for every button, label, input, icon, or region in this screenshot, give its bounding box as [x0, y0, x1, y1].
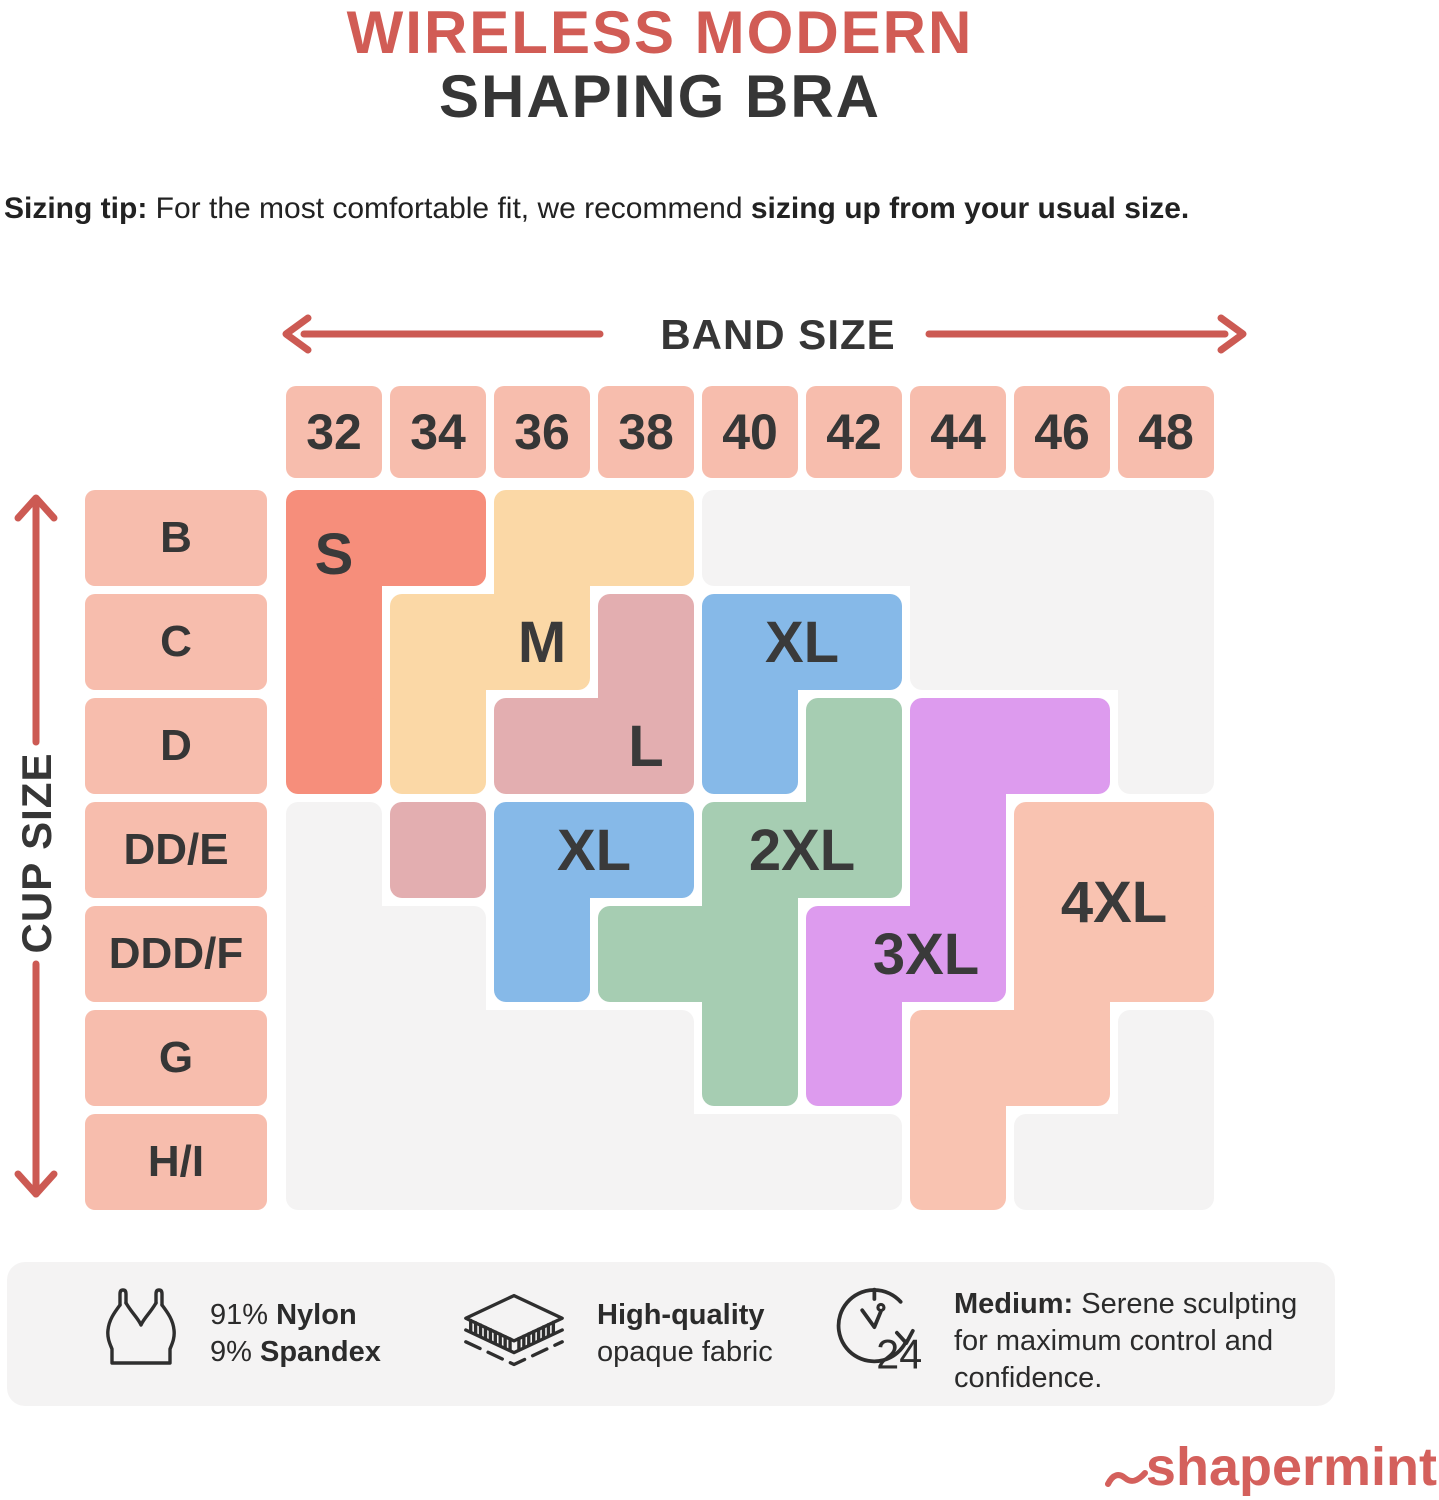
logo-swash-icon [1104, 1470, 1148, 1487]
size-region-2XL [598, 906, 798, 1002]
size-region-4XL [1014, 906, 1214, 1002]
band-size-cell-38: 38 [598, 386, 694, 478]
band-size-cell-44: 44 [910, 386, 1006, 478]
band-size-cell-42: 42 [806, 386, 902, 478]
size-region-S [286, 490, 486, 586]
size-region-2XL [702, 1010, 798, 1106]
empty-region [1014, 1114, 1214, 1210]
empty-region [286, 1114, 902, 1210]
nylon-label: Nylon [276, 1299, 357, 1331]
empty-region [286, 802, 382, 898]
control-level-lead: Medium: [954, 1288, 1074, 1320]
size-region-3XL [806, 1010, 902, 1106]
size-label-M: M [517, 609, 567, 675]
size-region-M [390, 594, 590, 690]
band-size-axis-label: BAND SIZE [660, 311, 896, 358]
size-region-XL [702, 698, 798, 794]
cup-size-cell-C: C [85, 594, 267, 690]
control-level-text: Serene sculpting for maximum control and… [954, 1288, 1298, 1394]
cup-size-arrow-icon [14, 494, 58, 1198]
size-region-XL [702, 594, 902, 690]
features-bar [7, 1262, 1335, 1406]
size-region-3XL [806, 906, 1006, 1002]
fabric-layers-icon [464, 1293, 564, 1367]
empty-region [702, 490, 1214, 586]
size-region-2XL [702, 802, 902, 898]
spandex-pct: 9% [210, 1336, 260, 1368]
empty-region [286, 906, 486, 1002]
cup-size-cell-DDD-F: DDD/F [85, 906, 267, 1002]
size-region-XL [494, 906, 590, 1002]
size-region-S [286, 698, 382, 794]
sizing-tip-tail: sizing up from your usual size. [750, 192, 1190, 225]
band-size-cell-48: 48 [1118, 386, 1214, 478]
product-title-line2: SHAPING BRA [438, 63, 882, 130]
fabric-quality-line1: High-quality [597, 1299, 765, 1331]
band-size-cell-46: 46 [1014, 386, 1110, 478]
sizing-tip-middle: For the most comfortable fit, we recomme… [147, 192, 751, 225]
size-region-4XL [910, 1010, 1110, 1106]
empty-region [910, 594, 1214, 690]
cup-size-cell-D: D [85, 698, 267, 794]
fabric-quality-line2: opaque fabric [597, 1336, 773, 1368]
size-region-4XL [1014, 802, 1214, 898]
band-size-cell-34: 34 [390, 386, 486, 478]
size-region-3XL [910, 698, 1110, 794]
band-size-arrow-left-icon [282, 314, 604, 354]
size-region-M [494, 490, 694, 586]
band-size-cell-36: 36 [494, 386, 590, 478]
brand-logo-text: shapermint [1145, 1437, 1437, 1497]
material-composition: 91% Nylon 9% Spandex [210, 1297, 381, 1371]
size-label-XL: XL [556, 817, 632, 883]
sizing-tip-lead: Sizing tip: [4, 192, 148, 225]
band-size-cell-32: 32 [286, 386, 382, 478]
bra-icon [106, 1288, 176, 1365]
size-region-L [390, 802, 486, 898]
24-hour-clock-icon: 24 [836, 1287, 922, 1374]
size-label-3XL: 3XL [872, 921, 980, 987]
size-region-2XL [806, 698, 902, 794]
size-label-XL: XL [764, 609, 840, 675]
page-title: WIRELESS MODERN SHAPING BRA [0, 0, 1320, 128]
band-size-cell-40: 40 [702, 386, 798, 478]
size-region-XL [494, 802, 694, 898]
size-label-L: L [628, 713, 664, 779]
cup-size-cell-DD-E: DD/E [85, 802, 267, 898]
cup-size-cell-G: G [85, 1010, 267, 1106]
empty-region [1118, 698, 1214, 794]
sizing-tip: Sizing tip: For the most comfortable fit… [4, 192, 1189, 226]
size-label-S: S [314, 521, 354, 587]
cup-size-cell-H-I: H/I [85, 1114, 267, 1210]
band-size-arrow-right-icon [925, 314, 1247, 354]
empty-region [286, 1010, 694, 1106]
size-region-L [494, 698, 694, 794]
size-label-2XL: 2XL [748, 817, 856, 883]
empty-region [1118, 1010, 1214, 1106]
size-region-S [286, 594, 382, 690]
product-title-line1: WIRELESS MODERN [346, 0, 974, 66]
size-region-3XL [910, 802, 1006, 898]
size-region-M [390, 698, 486, 794]
fabric-quality: High-quality opaque fabric [597, 1297, 773, 1371]
control-level: Medium: Serene sculpting for maximum con… [954, 1286, 1299, 1397]
clock-24-label: 24 [876, 1331, 922, 1374]
brand-logo: shapermint [1104, 1437, 1437, 1497]
size-label-4XL: 4XL [1060, 869, 1168, 935]
nylon-pct: 91% [210, 1299, 277, 1331]
size-region-4XL [910, 1114, 1006, 1210]
spandex-label: Spandex [259, 1336, 381, 1368]
cup-size-cell-B: B [85, 490, 267, 586]
size-region-L [598, 594, 694, 690]
